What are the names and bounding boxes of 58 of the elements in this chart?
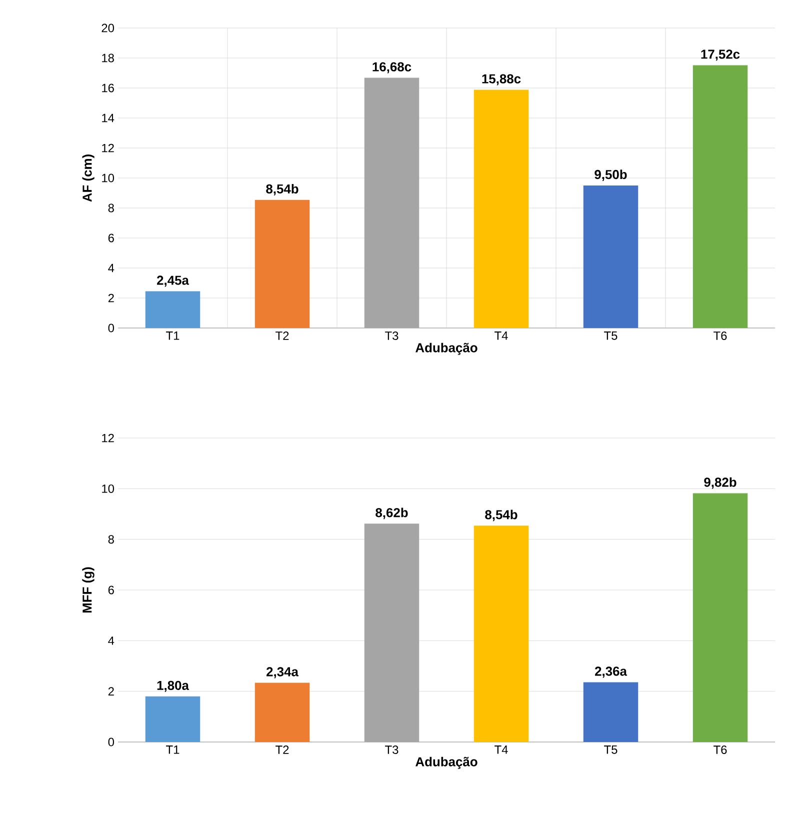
y-tick-label: 4 [108, 264, 114, 272]
y-tick-label: 12 [102, 144, 114, 152]
y-tick-label: 0 [108, 324, 114, 332]
data-label: 16,68c [372, 62, 412, 74]
y-tick-label: 10 [102, 484, 114, 493]
bar [254, 682, 310, 742]
bar [364, 524, 420, 742]
x-axis-title: Adubação [416, 342, 478, 355]
x-tick-label: T5 [604, 746, 618, 754]
x-tick-label: T1 [166, 332, 180, 340]
y-tick-label: 16 [102, 84, 114, 92]
y-tick-label: 2 [108, 687, 114, 696]
y-axis-title: AF (cm) [82, 154, 94, 202]
x-tick-label: T6 [714, 332, 727, 340]
x-tick-label: T2 [276, 332, 289, 340]
data-label: 17,52c [701, 50, 740, 61]
data-label: 2,45a [157, 276, 190, 287]
y-tick-label: 12 [102, 434, 114, 442]
y-tick-label: 8 [108, 535, 114, 544]
bar [364, 78, 420, 328]
y-tick-label: 2 [108, 294, 114, 302]
bar [583, 186, 638, 328]
bar [692, 493, 748, 742]
x-tick-label: T4 [494, 746, 508, 754]
y-tick-label: 20 [102, 24, 114, 32]
bar [145, 696, 200, 742]
data-label: 2,36a [595, 666, 628, 678]
y-tick-label: 6 [108, 234, 114, 242]
x-tick-label: T3 [385, 746, 398, 754]
y-tick-label: 8 [108, 204, 114, 212]
bar [145, 291, 200, 328]
x-tick-label: T2 [276, 746, 289, 754]
data-label: 8,54b [485, 510, 518, 522]
y-axis-title: MFF (g) [82, 567, 94, 613]
data-label: 2,34a [266, 667, 299, 678]
data-label: 1,80a [157, 680, 190, 692]
bar [692, 65, 748, 328]
x-tick-label: T1 [166, 746, 180, 754]
data-label: 8,54b [266, 184, 298, 196]
x-tick-label: T6 [714, 746, 727, 754]
bar [254, 200, 310, 328]
data-label: 9,50b [594, 170, 627, 181]
bar [474, 90, 529, 328]
y-tick-label: 14 [102, 114, 114, 122]
x-axis-title: Adubação [416, 756, 478, 769]
bar [474, 526, 529, 742]
y-tick-label: 0 [108, 738, 114, 746]
bar [583, 682, 638, 742]
x-tick-label: T5 [604, 332, 618, 340]
y-tick-label: 18 [102, 54, 114, 62]
y-tick-label: 6 [108, 586, 114, 594]
data-label: 15,88c [482, 74, 521, 86]
x-tick-label: T3 [385, 332, 398, 340]
data-label: 9,82b [704, 477, 736, 489]
data-label: 8,62b [376, 508, 408, 520]
x-tick-label: T4 [494, 332, 508, 340]
y-tick-label: 10 [102, 174, 114, 182]
y-tick-label: 4 [108, 636, 114, 645]
